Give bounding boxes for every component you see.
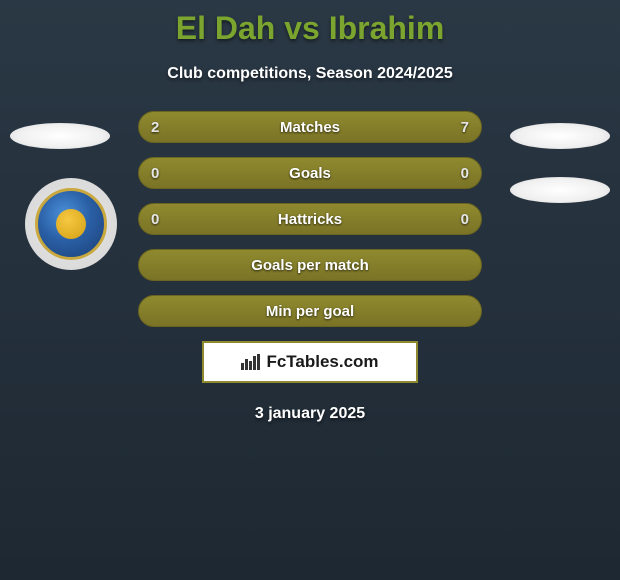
player-avatar-right	[510, 123, 610, 149]
bar-chart-icon	[241, 354, 260, 370]
club-badge-ball-icon	[56, 209, 86, 239]
branding-text: FcTables.com	[266, 352, 378, 372]
stat-left-value: 0	[151, 165, 181, 182]
stat-right-value: 7	[439, 119, 469, 136]
stat-left-value: 2	[151, 119, 181, 136]
stat-label: Min per goal	[266, 303, 354, 320]
stat-label: Matches	[280, 119, 340, 136]
stat-right-value: 0	[439, 165, 469, 182]
comparison-title: El Dah vs Ibrahim	[0, 0, 620, 47]
stat-bar-goals: 0 Goals 0	[138, 157, 482, 189]
stat-left-value: 0	[151, 211, 181, 228]
club-badge-emblem	[35, 188, 107, 260]
stat-bar-matches: 2 Matches 7	[138, 111, 482, 143]
player-avatar-left	[10, 123, 110, 149]
stats-bars: 2 Matches 7 0 Goals 0 0 Hattricks 0 Goal…	[138, 111, 482, 327]
subtitle: Club competitions, Season 2024/2025	[0, 65, 620, 83]
branding-box[interactable]: FcTables.com	[202, 341, 418, 383]
stat-label: Goals per match	[251, 257, 369, 274]
player-avatar-right-secondary	[510, 177, 610, 203]
stat-label: Hattricks	[278, 211, 342, 228]
stat-right-value: 0	[439, 211, 469, 228]
stat-bar-hattricks: 0 Hattricks 0	[138, 203, 482, 235]
stat-bar-goals-per-match: Goals per match	[138, 249, 482, 281]
date-label: 3 january 2025	[0, 405, 620, 423]
stat-bar-min-per-goal: Min per goal	[138, 295, 482, 327]
stat-label: Goals	[289, 165, 331, 182]
club-badge-left	[25, 178, 117, 270]
